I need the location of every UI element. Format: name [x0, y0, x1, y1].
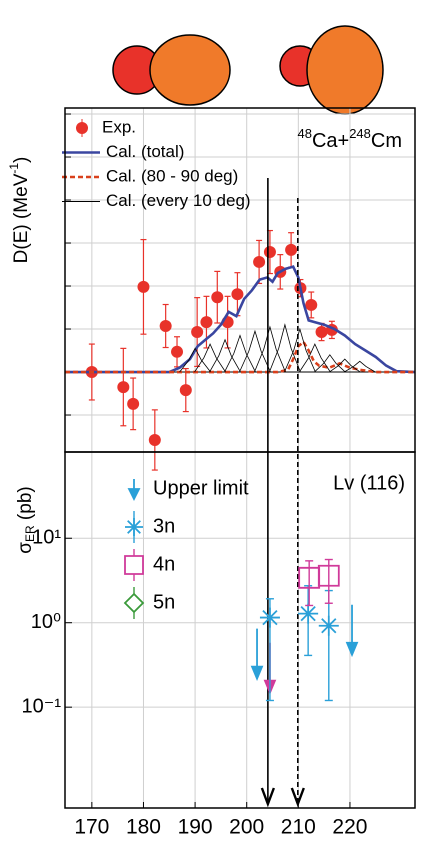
data-point [298, 566, 321, 589]
legend-label: Cal. (every 10 deg) [106, 191, 251, 210]
nuclei-illustration [112, 25, 384, 115]
data-point [127, 397, 140, 410]
model-curve [329, 358, 361, 373]
x-tick-label: 190 [178, 816, 213, 839]
legend-label: 4n [153, 553, 175, 575]
data-point [318, 615, 339, 636]
mass: 248 [349, 126, 371, 141]
upper-limit [250, 628, 264, 682]
legend-label: 3n [153, 515, 175, 537]
model-curve [65, 265, 416, 374]
element: Cm [371, 130, 402, 152]
y-tick-label: 10⁰ [31, 611, 61, 633]
label-sub: ER [23, 525, 37, 542]
legend-swatch [124, 555, 144, 575]
upper-limit [345, 604, 359, 658]
label-symbol: σ [15, 542, 36, 554]
plot-frame [64, 451, 416, 809]
data-point [253, 255, 266, 268]
energy-marker-head [290, 787, 305, 808]
x-tick-label: 170 [74, 816, 109, 839]
x-tick-label: 200 [229, 816, 264, 839]
y-axis-label: σER (pb) [15, 486, 37, 553]
data-point [211, 291, 224, 304]
legend-label: Exp. [102, 117, 136, 136]
x-tick-label: 220 [332, 816, 367, 839]
label-close: ) [11, 157, 32, 163]
data-point [285, 243, 298, 256]
model-curve [284, 327, 316, 373]
model-curve [65, 339, 415, 374]
model-curve [179, 347, 211, 373]
data-point [317, 564, 340, 587]
data-point [191, 326, 204, 339]
y-tick-label: 10¹ [32, 527, 61, 549]
element: Ca+ [312, 130, 349, 152]
reaction-label: 48Ca+248Cm [297, 126, 402, 152]
y-tick-label: 10⁻¹ [22, 695, 62, 717]
target [149, 34, 231, 106]
model-curve [194, 343, 226, 373]
data-point [159, 320, 172, 333]
plot-layer: 170 180 190 200 210 220 10⁻¹ 10⁰ 10¹ Exp. Cal. (to… [22, 107, 416, 839]
energy-marker-head [260, 787, 275, 808]
label-text: D(E) (MeV [11, 173, 32, 263]
legend-swatch [123, 592, 145, 614]
model-curve [209, 338, 241, 373]
target [306, 25, 384, 115]
model-curve [254, 325, 286, 373]
data-point [263, 246, 276, 259]
legend-swatch [125, 518, 143, 536]
x-tick-label: 180 [126, 816, 161, 839]
legend-label: 5n [153, 591, 175, 613]
model-curve [239, 329, 271, 373]
legend-swatch [76, 122, 88, 134]
legend-label: Cal. (total) [106, 142, 184, 161]
legend-swatch [127, 479, 141, 502]
y-axis-label: D(E) (MeV-1) [7, 157, 32, 264]
annotation: Lv (116) [333, 472, 405, 494]
label-unit: (pb) [15, 486, 36, 525]
legend-label: Cal. (80 - 90 deg) [106, 166, 238, 185]
data-point [179, 384, 192, 397]
data-point [200, 316, 213, 329]
data-point [298, 603, 319, 624]
data-point [148, 433, 161, 446]
model-curve [224, 334, 256, 373]
data-point [231, 288, 244, 301]
data-point [117, 381, 130, 394]
mass: 48 [297, 126, 311, 141]
data-point [259, 607, 280, 628]
data-point [315, 326, 328, 339]
data-point [171, 345, 184, 358]
x-tick-label: 210 [281, 816, 316, 839]
data-point [305, 298, 318, 311]
legend-label: Upper limit [153, 477, 249, 499]
label-sup: -1 [7, 163, 21, 174]
model-curve [314, 354, 346, 373]
model-curve [344, 360, 376, 373]
model-curve [269, 323, 301, 373]
data-point [137, 280, 150, 293]
